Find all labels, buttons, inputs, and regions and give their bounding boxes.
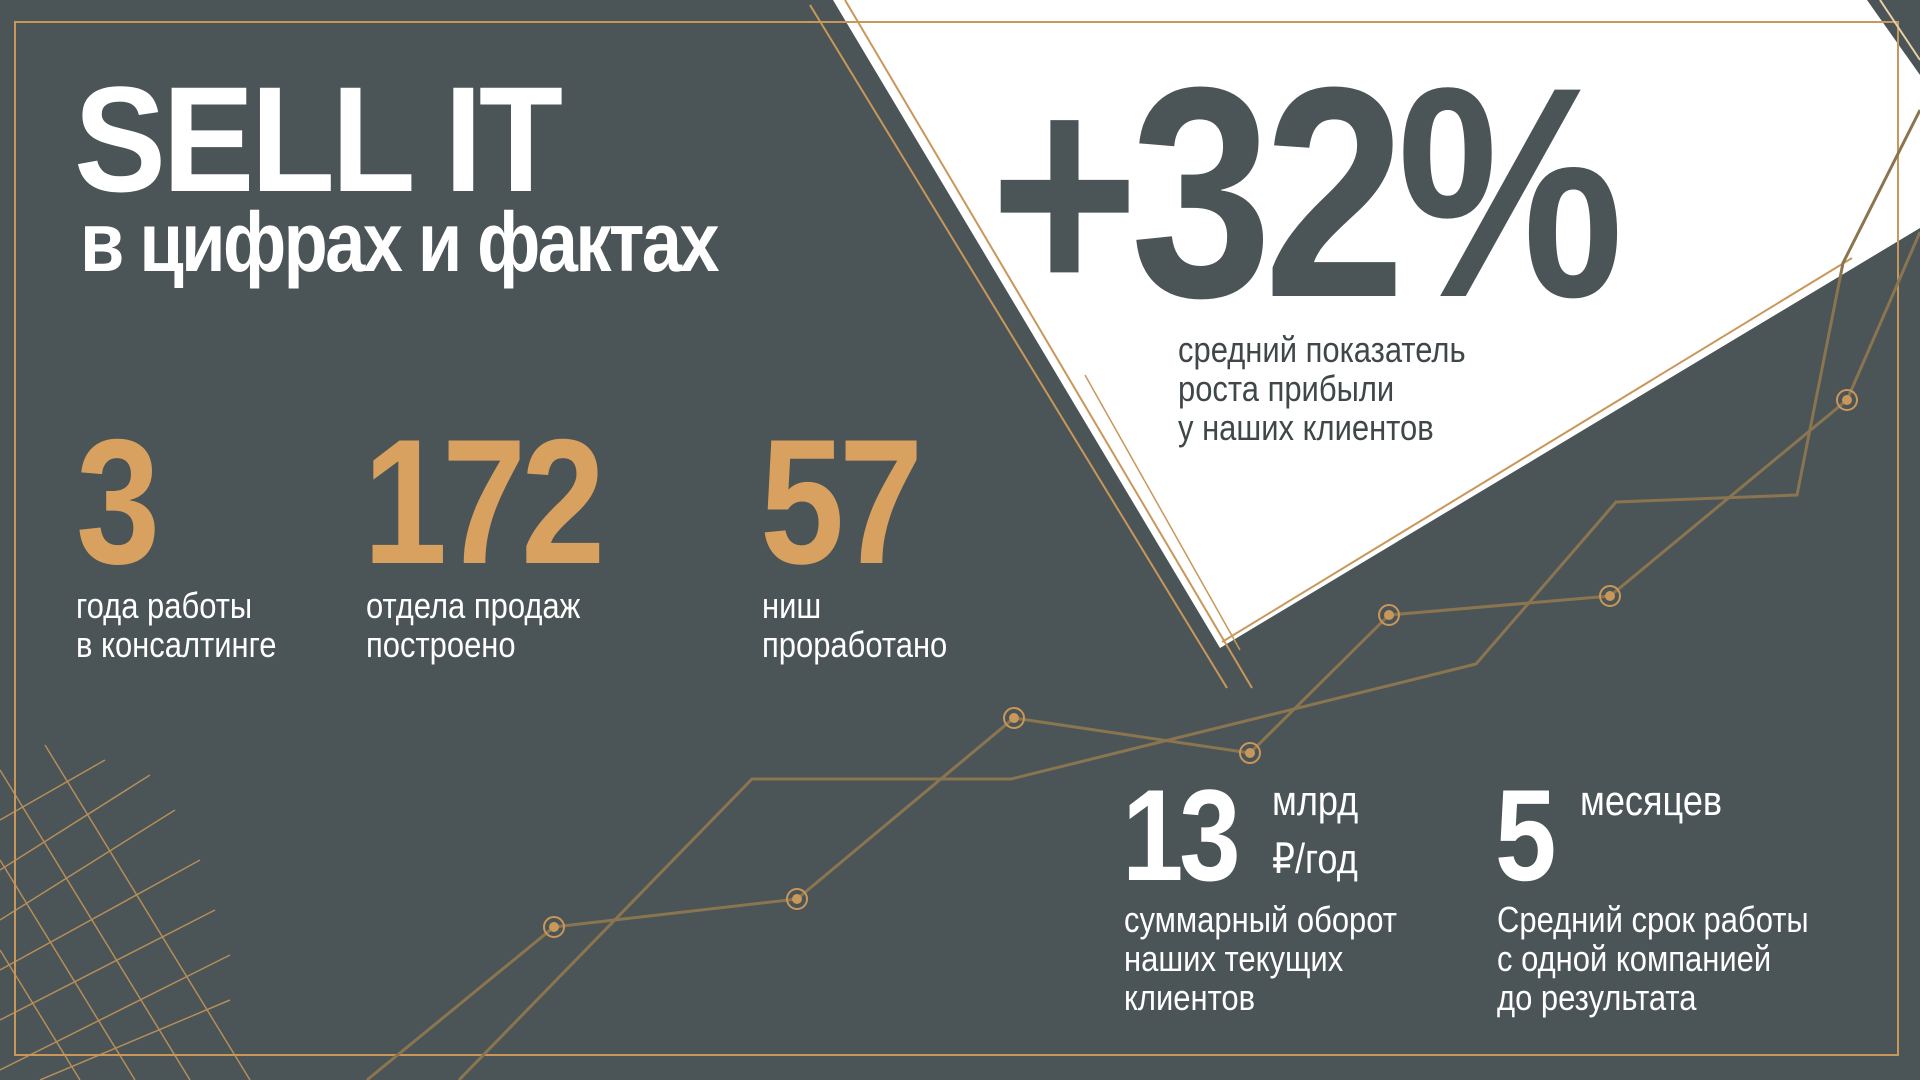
stat-niches-value: 57 [760,402,923,601]
gold-diagonal-line [1084,374,1241,651]
page-title: SELL IT [74,55,563,223]
gold-frame-border [14,21,1899,1056]
white-triangle-panel [833,0,1920,648]
stat-turnover-unit: ₽/год [1272,835,1358,882]
growth-line-secondary [457,109,1920,1080]
gold-edge-line [1879,0,1920,61]
highlight-value: +32% [990,24,1624,360]
stat-years-caption: года работы в консалтинге [76,586,276,664]
stat-niches-caption: ниш проработано [762,586,947,664]
caption-line: ниш [762,585,822,626]
page-subtitle: в цифрах и фактах [80,195,720,289]
stat-duration-unit: месяцев [1580,777,1723,824]
caption-line: наших текущих [1124,938,1344,979]
stat-departments-value: 172 [363,402,605,601]
caption-line: роста прибыли [1178,368,1395,409]
stat-turnover-value: 13 [1122,762,1241,908]
hatch-grid-pattern [0,744,251,1080]
caption-line: у наших клиентов [1178,407,1434,448]
caption-line: средний показатель [1178,329,1466,370]
stat-turnover-caption: суммарный оборот наших текущих клиентов [1124,900,1397,1017]
caption-line: года работы [76,585,253,626]
stat-duration-caption: Средний срок работы с одной компанией до… [1497,900,1809,1017]
caption-line: клиентов [1124,977,1256,1018]
stat-turnover-unit: млрд [1272,777,1359,824]
highlight-caption: средний показатель роста прибыли у наших… [1178,330,1466,447]
stat-departments-caption: отдела продаж построено [366,586,580,664]
caption-line: в консалтинге [76,624,277,665]
stat-duration-value: 5 [1495,762,1556,908]
gold-edge-line [1221,257,1853,643]
caption-line: Средний срок работы [1497,899,1809,940]
growth-line-markers [543,389,1858,938]
gold-diagonal-line [844,0,1253,689]
caption-line: отдела продаж [366,585,581,626]
caption-line: суммарный оборот [1124,899,1397,940]
caption-line: проработано [762,624,948,665]
caption-line: построено [366,624,516,665]
caption-line: до результата [1497,977,1697,1018]
caption-line: с одной компанией [1497,938,1772,979]
gold-diagonal-line [809,4,1228,689]
stat-years-value: 3 [76,402,160,601]
